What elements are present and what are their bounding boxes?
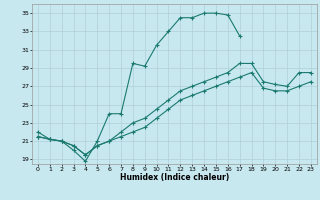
X-axis label: Humidex (Indice chaleur): Humidex (Indice chaleur) — [120, 173, 229, 182]
